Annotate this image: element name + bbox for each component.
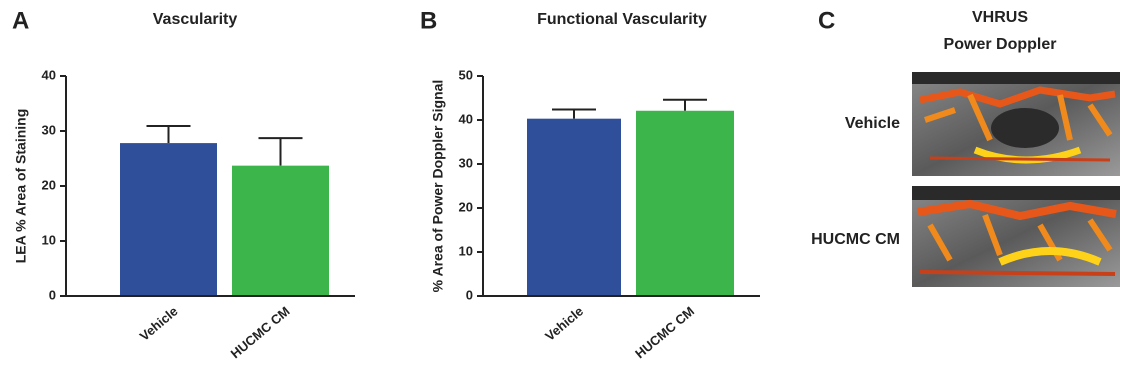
row-label: Vehicle [845,115,900,132]
y-axis-label: % Area of Power Doppler Signal [430,80,446,293]
chart-title: Vascularity [153,11,238,28]
bar [232,166,329,296]
doppler-image [912,186,1120,287]
y-tick-label: 10 [42,232,56,247]
doppler-image [912,72,1120,176]
bar [527,119,621,296]
y-tick-label: 40 [42,67,56,82]
figure: C VHRUS Power Doppler Vehicle HUCMC CM A… [0,0,1127,384]
bar [120,143,217,296]
x-tick-label: HUCMC CM [632,303,697,361]
panel-label: C [818,7,835,34]
y-tick-label: 0 [466,287,473,302]
y-tick-label: 50 [459,67,473,82]
bar [636,111,734,296]
x-tick-label: Vehicle [542,303,586,343]
y-tick-label: 20 [459,199,473,214]
panel-label: A [12,7,29,34]
y-tick-label: 30 [42,122,56,137]
y-tick-label: 30 [459,155,473,170]
y-tick-label: 10 [459,243,473,258]
chart-title: Functional Vascularity [537,11,707,28]
panel-title: Power Doppler [944,36,1057,53]
panel-title: VHRUS [972,9,1028,26]
y-tick-label: 20 [42,177,56,192]
panel-c: C VHRUS Power Doppler Vehicle HUCMC CM [811,7,1120,287]
y-axis-label: LEA % Area of Staining [13,109,29,264]
x-tick-label: HUCMC CM [228,303,293,361]
row-label: HUCMC CM [811,231,900,248]
y-tick-label: 40 [459,111,473,126]
x-tick-label: Vehicle [137,303,181,343]
panel-label: B [420,7,437,34]
y-tick-label: 0 [49,287,56,302]
